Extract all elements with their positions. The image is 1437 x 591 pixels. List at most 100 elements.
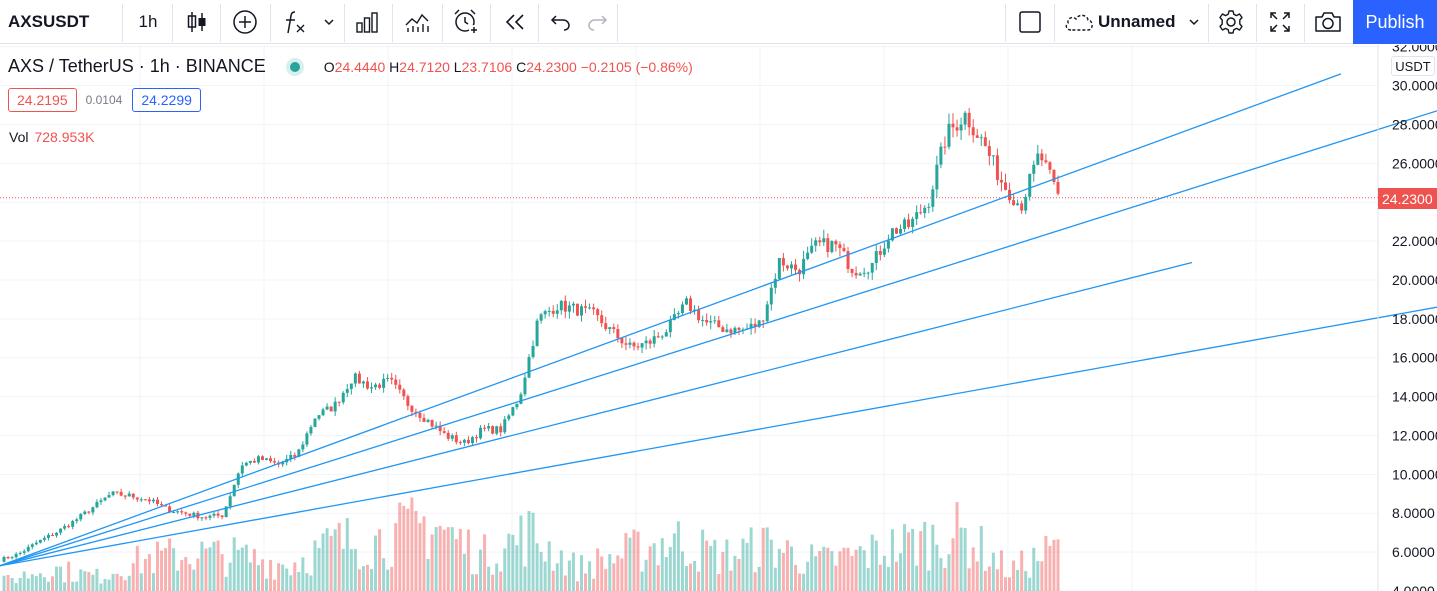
volume-bar [733,555,737,591]
bar-chart-icon[interactable] [352,0,382,44]
price-tick-label: 28.0000 [1392,116,1437,132]
axis-unit-button[interactable]: USDT [1391,56,1435,76]
candle-body [725,329,729,332]
volume-bar [987,566,991,591]
chart-grid [0,45,1378,591]
gear-icon[interactable] [1216,0,1246,44]
candle-body [1020,203,1024,211]
candle-body [939,146,943,165]
price-tick-label: 26.0000 [1392,155,1437,171]
volume-bar [91,574,95,591]
volume-bar [713,539,717,591]
undo-icon[interactable] [548,0,574,44]
square-icon[interactable] [1016,0,1044,44]
templates-icon[interactable] [402,0,432,44]
price-chart[interactable]: 4.0000 6.0000 8.0000 10.0000 12.0000 14.0000 1… [0,45,1437,591]
candles-icon[interactable] [182,0,212,44]
volume-bar [277,563,281,591]
volume-bar [684,565,688,591]
change-value: −0.2105 (−0.86%) [580,58,693,75]
cloud-icon[interactable] [1062,0,1096,44]
candle-body [87,511,91,513]
symbol-search-button[interactable]: AXSUSDT [8,12,90,31]
replay-icon[interactable] [500,0,530,44]
candle-body [765,304,769,322]
volume-bar [725,539,729,591]
toolbar-divider [122,4,123,42]
redo-icon[interactable] [584,0,610,44]
volume-bar [370,568,374,591]
candle-body [527,357,531,378]
candle-body [240,465,244,474]
candle-body [531,345,535,358]
camera-icon[interactable] [1312,0,1344,44]
candle-body [151,499,155,502]
volume-bar [781,552,785,591]
candles [2,107,1060,563]
candle-body [406,396,410,406]
fx-icon[interactable] [282,0,308,44]
interval-button[interactable]: 1h [138,12,158,31]
trendline [0,261,1193,567]
candle-body [987,146,991,156]
volume-bar [890,529,894,591]
candle-body [749,323,753,329]
candle-body [329,406,333,412]
volume-bar [656,565,660,591]
layout-name-button[interactable]: Unnamed [1098,12,1176,31]
publish-button[interactable]: Publish [1353,0,1437,44]
candle-body [410,405,414,412]
volume-bar [660,538,664,591]
plus-circle-icon[interactable] [230,0,260,44]
volume-bar [676,521,680,591]
volume-bar [79,569,83,591]
volume-bar [555,563,559,591]
candle-body [684,298,688,305]
toolbar-divider [490,4,491,42]
volume-bar [499,571,503,591]
volume-bar [131,563,135,591]
buy-price-button[interactable]: 24.2299 [132,88,201,112]
volume-bar [979,525,983,591]
candle-body [563,300,567,312]
candle-body [680,304,684,314]
candle-body [462,439,466,443]
volume-bar [462,553,466,591]
price-tick-label: 12.0000 [1392,427,1437,443]
candle-body [204,517,208,519]
volume-bar [55,566,59,591]
candle-body [826,238,830,253]
volume-bar [874,540,878,591]
candle-body [475,437,479,439]
chevron-down-icon[interactable] [1186,0,1202,44]
candle-body [131,493,135,498]
volume-bar [789,546,793,591]
alarm-icon[interactable] [450,0,482,44]
volume-bar [559,550,563,591]
toolbar-divider [344,4,345,42]
volume-bar [483,534,487,591]
last-price-tag: 24.2300 [1378,188,1437,209]
price-tick-label: 16.0000 [1392,350,1437,366]
volume-bar [616,555,620,591]
fullscreen-icon[interactable] [1266,0,1294,44]
candle-body [584,306,588,308]
volume-bar [894,561,898,591]
candle-body [866,272,870,274]
volume-bar [168,538,172,591]
volume-value: 728.953K [34,129,95,145]
candle-body [244,462,248,466]
sell-price-button[interactable]: 24.2195 [8,88,77,112]
candle-body [656,336,660,338]
volume-bar [943,568,947,591]
chevron-down-icon[interactable] [320,0,338,44]
market-status-icon[interactable] [289,61,300,72]
candle-body [806,252,810,259]
volume-bar [983,570,987,591]
toolbar-divider [1005,4,1006,42]
candle-body [103,497,107,501]
legend-title[interactable]: AXS / TetherUS · 1h · BINANCE [8,56,266,76]
candle-body [995,155,999,180]
volume-bar [301,557,305,591]
candle-body [697,309,701,321]
